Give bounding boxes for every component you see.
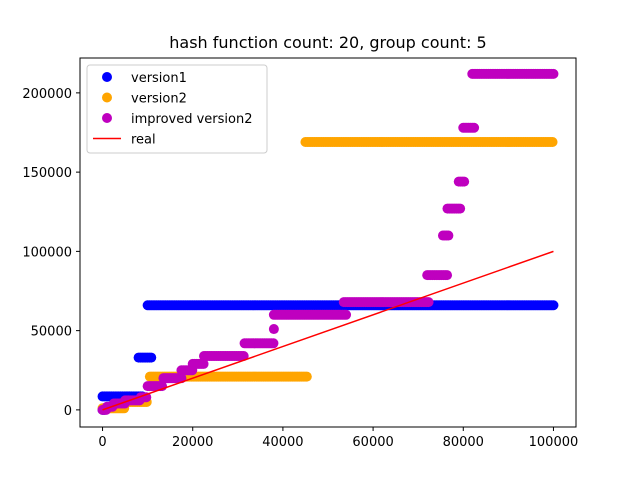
point-improved-version2	[341, 309, 352, 320]
x-tick-label: 40000	[262, 435, 303, 450]
point-version1	[548, 300, 559, 311]
point-improved-version2	[268, 324, 279, 335]
axes-frame	[79, 57, 577, 428]
legend: version1 version2 improved version2 real	[86, 64, 268, 154]
y-tick-label: 0	[64, 404, 72, 419]
point-version1	[146, 352, 157, 363]
y-tick-label: 50000	[31, 325, 72, 340]
legend-marker	[102, 113, 112, 123]
x-tick-label: 0	[98, 435, 106, 450]
y-tick-label: 100000	[22, 245, 72, 260]
legend-item-real: real	[93, 133, 156, 148]
legend-box	[86, 64, 268, 154]
point-improved-version2	[238, 350, 249, 361]
legend-label: real	[131, 133, 156, 148]
point-improved-version2	[198, 358, 209, 369]
x-axis: 0 20000 40000 60000 80000 100000	[98, 427, 578, 450]
legend-item-improved-version2: improved version2	[102, 112, 253, 127]
series-real	[102, 250, 554, 411]
legend-marker	[102, 92, 112, 103]
y-tick-label: 150000	[22, 166, 72, 181]
legend-marker	[102, 72, 112, 82]
point-improved-version2	[442, 270, 453, 281]
point-version2	[547, 137, 558, 148]
x-tick-label: 100000	[529, 435, 579, 450]
legend-item-version1: version1	[102, 71, 187, 86]
legend-label: improved version2	[131, 112, 253, 127]
series-improved-version2	[97, 68, 559, 415]
point-improved-version2	[459, 176, 470, 187]
y-tick-label: 200000	[22, 87, 72, 102]
legend-label: version2	[131, 92, 187, 107]
y-axis: 0 50000 100000 150000 200000	[22, 87, 80, 419]
line-real	[102, 250, 554, 411]
point-improved-version2	[443, 230, 454, 241]
x-tick-label: 80000	[443, 435, 484, 450]
legend-label: version1	[131, 71, 187, 86]
point-improved-version2	[469, 122, 480, 133]
point-improved-version2	[455, 203, 466, 214]
point-version2	[301, 371, 312, 382]
legend-item-version2: version2	[102, 92, 187, 107]
x-tick-label: 20000	[172, 435, 213, 450]
x-tick-label: 60000	[352, 435, 393, 450]
point-improved-version2	[268, 338, 279, 349]
point-improved-version2	[423, 297, 434, 308]
plot-area	[97, 68, 559, 415]
chart-title: hash function count: 20, group count: 5	[169, 33, 486, 52]
point-improved-version2	[548, 68, 559, 79]
